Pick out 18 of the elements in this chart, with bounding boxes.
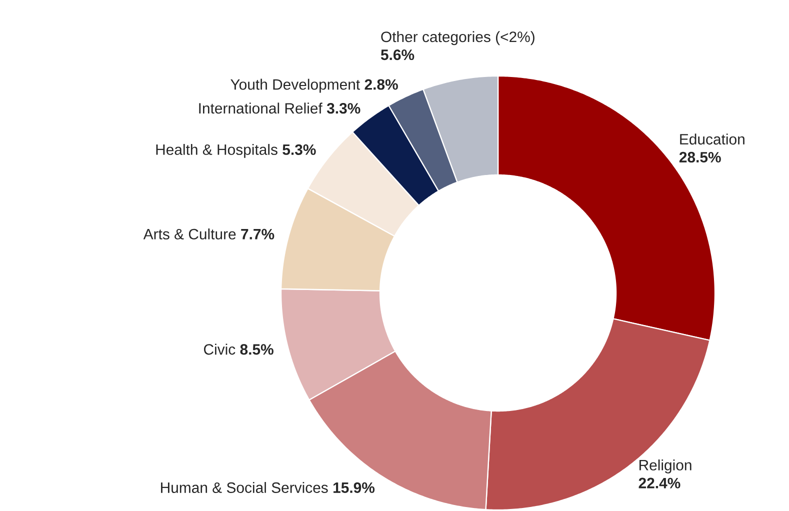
data-label: 2.8%: [364, 79, 398, 90]
data-label: 15.9%: [334, 482, 375, 493]
slice-label: Civic: [204, 344, 236, 355]
slice-label: International Relief: [199, 102, 322, 114]
slice-label: Youth Development: [230, 78, 360, 93]
data-label: 5.6%: [380, 50, 414, 60]
slice-label: Education: [680, 134, 744, 145]
slice-label: Religion: [639, 459, 692, 474]
slice-label: Arts & Culture: [143, 228, 236, 240]
data-label: 28.5%: [679, 152, 721, 162]
data-label: 8.5%: [240, 344, 274, 355]
slice-label: Other categories (<2%): [381, 31, 534, 46]
data-label: 5.3%: [282, 144, 316, 155]
slice-label: Health & Hospitals: [156, 144, 278, 158]
data-label: 7.7%: [241, 228, 274, 240]
slice-label: Human & Social Services: [161, 482, 328, 493]
data-label: 3.3%: [326, 103, 360, 114]
data-label: 22.4%: [638, 478, 680, 488]
